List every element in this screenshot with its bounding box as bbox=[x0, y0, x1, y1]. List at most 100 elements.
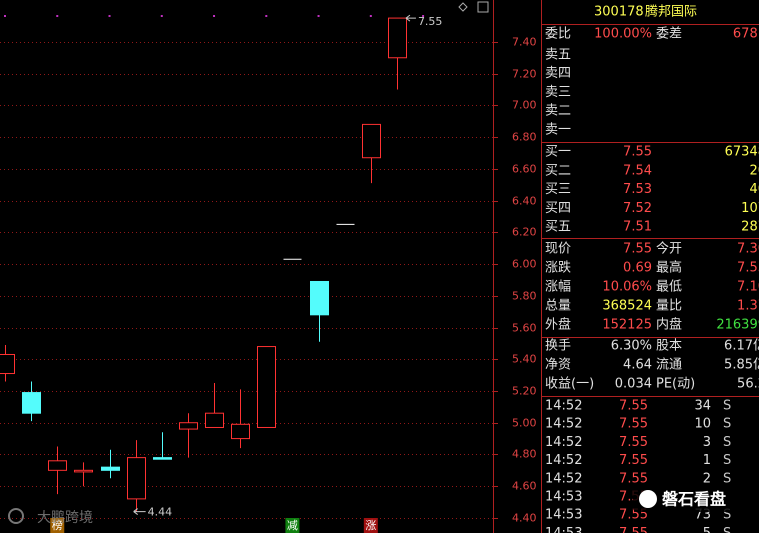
panel-text: S bbox=[723, 399, 731, 414]
panel-text: 7.55 bbox=[619, 417, 648, 432]
event-label: 榜 bbox=[52, 518, 63, 532]
candle-body bbox=[101, 466, 120, 471]
panel-text: 流通 bbox=[656, 358, 682, 373]
panel-text: 107 bbox=[741, 201, 759, 216]
panel-text: 7.55 bbox=[623, 242, 652, 257]
panel-text: 5.85亿 bbox=[724, 358, 759, 373]
panel-text: 6781 bbox=[733, 27, 759, 42]
candle-body bbox=[74, 469, 93, 473]
watermark: 大鹏跨境 bbox=[37, 510, 93, 526]
panel-text: S bbox=[723, 435, 731, 450]
panel-text: 卖四 bbox=[545, 66, 571, 81]
high-label: 7.55 bbox=[418, 15, 443, 28]
panel-text: 100.00% bbox=[594, 27, 652, 42]
candle-body bbox=[127, 457, 146, 500]
panel-text: 40 bbox=[749, 182, 759, 197]
panel-text: 7.10 bbox=[737, 280, 759, 295]
panel-text: 1 bbox=[703, 453, 711, 468]
panel-text: 7.55 bbox=[619, 526, 648, 533]
icon[interactable] bbox=[458, 2, 468, 12]
candle-body bbox=[153, 457, 172, 460]
icon[interactable] bbox=[477, 1, 489, 13]
y-tick-label: 5.80 bbox=[512, 290, 537, 303]
panel-text: 换手 bbox=[545, 339, 571, 354]
panel-text: 6.30% bbox=[611, 339, 652, 354]
panel-text: 10 bbox=[694, 417, 711, 432]
panel-text: 0.69 bbox=[623, 261, 652, 276]
panel-text: 涨跌 bbox=[545, 260, 571, 276]
marker-dot bbox=[108, 15, 111, 17]
panel-text: 委差 bbox=[656, 27, 682, 42]
panel-text: 14:52 bbox=[545, 417, 582, 432]
panel-text: 3 bbox=[703, 435, 711, 450]
panel-text: 买二 bbox=[545, 163, 571, 178]
panel-text: 20 bbox=[749, 163, 759, 178]
panel-text: 67348 bbox=[725, 145, 759, 160]
panel-text: 7.55 bbox=[619, 471, 648, 486]
panel-text: 买四 bbox=[545, 201, 571, 216]
marker-dot bbox=[213, 15, 216, 17]
panel-text: 7.30 bbox=[737, 242, 759, 257]
panel-text: 买一 bbox=[545, 145, 571, 160]
y-tick-label: 6.00 bbox=[512, 258, 537, 271]
arrow bbox=[133, 508, 146, 515]
low-label: 4.44 bbox=[148, 506, 173, 519]
panel-text: 卖二 bbox=[545, 104, 571, 119]
watermark: 磐石看盘 bbox=[661, 490, 726, 509]
panel-text: 14:53 bbox=[545, 490, 582, 505]
event-badge bbox=[363, 518, 378, 533]
marker-dot bbox=[160, 15, 163, 17]
y-tick-label: 6.40 bbox=[512, 195, 537, 208]
panel-text: 量比 bbox=[656, 299, 682, 314]
panel-text: 外盘 bbox=[545, 317, 571, 333]
marker-dot bbox=[369, 15, 372, 17]
panel-text: 287 bbox=[741, 220, 759, 235]
candle-body bbox=[388, 17, 407, 59]
panel-text: 买五 bbox=[545, 220, 571, 235]
panel-text: 现价 bbox=[545, 242, 571, 257]
candlestick-chart: 4.40 4.60 4.80 5.00 5.20 5.40 5.60 5.80 6.00 6.20… bbox=[0, 14, 537, 533]
watermarks: 大鹏跨境 磐石看盘 bbox=[8, 486, 741, 526]
panel-text: 14:52 bbox=[545, 471, 582, 486]
panel-text: 14:52 bbox=[545, 399, 582, 414]
panel-text: 14:53 bbox=[545, 508, 582, 523]
panel-text: 7.53 bbox=[623, 182, 652, 197]
panel-text: 7.52 bbox=[623, 201, 652, 216]
panel-text: 368524 bbox=[602, 299, 652, 314]
panel-text: 卖五 bbox=[545, 48, 571, 63]
panel-text: S bbox=[723, 417, 731, 432]
panel-text: 10.06% bbox=[602, 280, 652, 295]
y-tick-label: 5.60 bbox=[512, 322, 537, 335]
panel-text: 216399 bbox=[716, 318, 759, 333]
panel-text: 34 bbox=[694, 399, 711, 414]
candle-body bbox=[179, 422, 198, 430]
panel-text: 最低 bbox=[656, 280, 682, 295]
panel-text: 股本 bbox=[656, 339, 682, 354]
panel-text: S bbox=[723, 508, 731, 523]
event-badge bbox=[50, 518, 65, 533]
event-label: 涨 bbox=[365, 519, 376, 532]
panel-text: 14:52 bbox=[545, 435, 582, 450]
panel-text: 卖三 bbox=[545, 85, 571, 100]
panel-text: 7.55 bbox=[619, 399, 648, 414]
event-badge bbox=[285, 518, 300, 533]
y-tick-label: 4.80 bbox=[512, 448, 537, 461]
panel-text: 买三 bbox=[545, 182, 571, 197]
panel-text: 14:53 bbox=[545, 526, 582, 533]
panel-text: 收益(一) bbox=[545, 377, 594, 392]
candle-body bbox=[48, 460, 67, 471]
panel-text: 净资 bbox=[545, 358, 571, 373]
panel-text: 0.034 bbox=[615, 377, 652, 392]
candle-body bbox=[22, 392, 41, 414]
panel-text: 2 bbox=[703, 471, 711, 486]
panel-text: 6.17亿 bbox=[724, 339, 759, 354]
y-tick-label: 5.40 bbox=[512, 353, 537, 366]
panel-text: 总量 bbox=[545, 299, 571, 314]
candle-body bbox=[231, 423, 250, 440]
panel-text: 内盘 bbox=[656, 317, 682, 333]
panel-text: 7.55 bbox=[737, 261, 759, 276]
panel-text: 7.55 bbox=[619, 435, 648, 450]
marker-dot bbox=[4, 15, 6, 17]
marker-dot bbox=[422, 15, 425, 17]
